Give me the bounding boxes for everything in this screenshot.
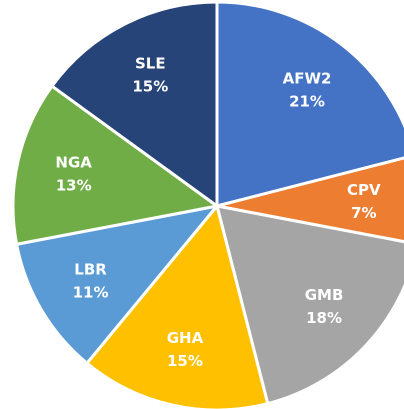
pie-slice [11,84,219,246]
slice-category-label: GMB [305,286,344,304]
slice-value-label: 7% [351,204,376,222]
pie-slice [215,156,404,244]
pie-slice [15,204,219,365]
slice-category-label: GHA [167,329,204,347]
slice-category-label: AFW2 [283,69,332,87]
slice-value-label: 15% [132,78,168,96]
slice-category-label: SLE [135,55,166,73]
slice-value-label: 11% [73,283,109,301]
pie-slice [215,0,404,208]
slice-value-label: 15% [167,352,203,370]
pie-slice [85,204,270,409]
slice-value-label: 13% [56,176,92,194]
slice-value-label: 18% [306,309,342,327]
slice-category-label: NGA [55,153,92,171]
slice-category-label: CPV [347,181,381,199]
pie-slice [215,204,404,406]
slice-value-label: 21% [289,92,325,110]
slice-category-label: LBR [74,260,107,278]
pie-slice [50,0,219,208]
